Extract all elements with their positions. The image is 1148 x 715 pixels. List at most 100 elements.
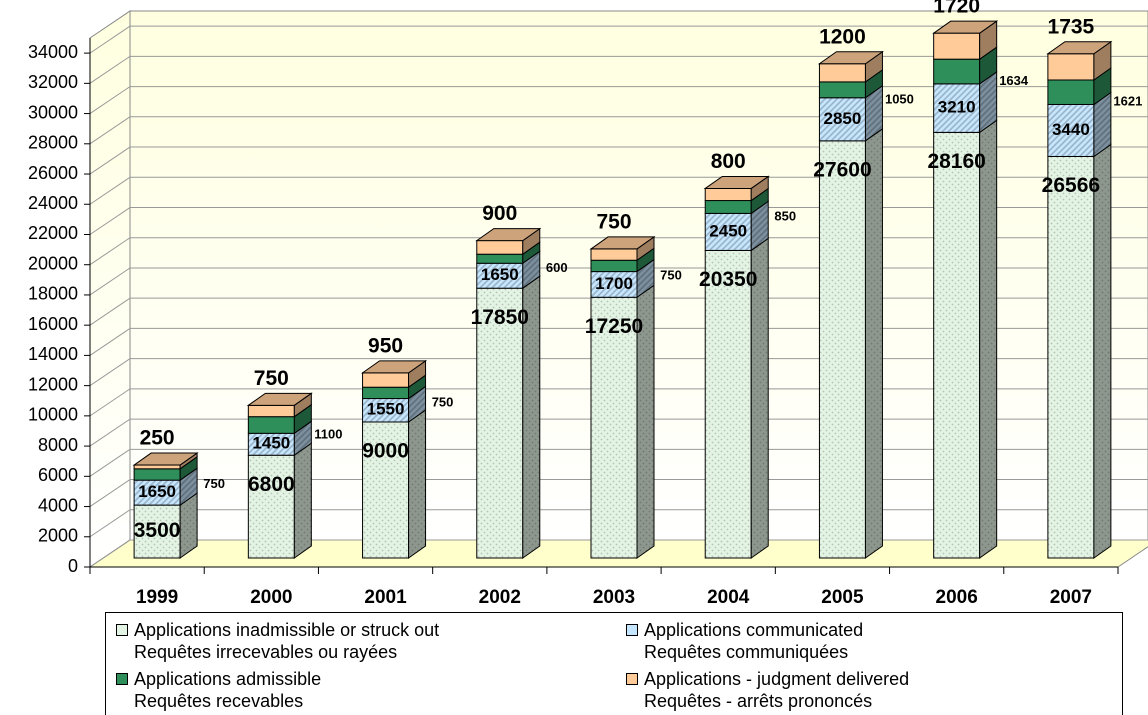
bar-front [933, 83, 981, 133]
x-tick-label: 2005 [821, 587, 864, 608]
grid-line [89, 388, 1148, 417]
bar-front [1047, 155, 1095, 559]
value-label: 1634 [999, 73, 1029, 88]
grid-line [89, 448, 1148, 477]
grid-line [89, 86, 1148, 114]
value-label: 1735 [1048, 15, 1095, 38]
y-tick-label: 30000 [28, 102, 78, 122]
grid-line [89, 237, 1148, 266]
y-tick-label: 20000 [28, 253, 78, 273]
bar-top [246, 392, 313, 406]
value-label: 900 [482, 202, 517, 225]
bar-front [362, 421, 410, 559]
grid-line [89, 176, 1148, 205]
legend-item: Applications inadmissible or struck out … [114, 619, 439, 663]
x-tick-label: 2001 [364, 587, 407, 608]
value-label: 6800 [248, 473, 295, 496]
value-label: 2450 [709, 221, 747, 240]
y-tick-label: 10000 [28, 405, 78, 425]
legend-swatch [626, 624, 638, 636]
value-label: 1720 [933, 0, 980, 18]
grid-line [89, 267, 1148, 296]
y-tick-label: 24000 [28, 193, 78, 213]
bar-top [817, 51, 885, 65]
bar-front [362, 372, 410, 388]
y-tick-label: 16000 [28, 314, 78, 334]
bar-front [590, 248, 638, 261]
bar-front [704, 187, 752, 202]
value-label: 9000 [362, 440, 409, 463]
grid-line [89, 358, 1148, 387]
bar-front [704, 212, 752, 251]
grid-line [89, 206, 1148, 235]
y-tick-label: 18000 [28, 284, 78, 304]
y-tick-label: 12000 [28, 374, 78, 394]
bar-front [933, 32, 981, 60]
legend-item: Applications - judgment delivered Requêt… [624, 668, 909, 712]
bar-side [408, 409, 427, 559]
value-label: 1200 [819, 25, 866, 48]
value-label: 250 [140, 427, 175, 450]
y-tick-label: 4000 [38, 495, 78, 515]
chart: 0 2000 4000 6000 8000 10000 12000 14000 16000 180… [28, 0, 1148, 608]
x-tick-label: 2002 [479, 587, 521, 608]
legend-swatch [116, 624, 128, 636]
value-label: 2850 [824, 109, 862, 128]
bar-top [703, 175, 770, 189]
grid-line [89, 539, 1148, 568]
y-tick-label: 22000 [28, 223, 78, 243]
value-label: 1050 [885, 91, 914, 106]
bar-front [247, 404, 295, 418]
x-tick-label: 2003 [593, 587, 635, 608]
bar-front [818, 140, 866, 559]
legend-swatch [626, 673, 638, 685]
value-label: 750 [596, 210, 631, 233]
bar-side [1093, 143, 1112, 559]
bar-front [476, 240, 524, 255]
x-tick-label: 1999 [136, 587, 178, 608]
bar-front [133, 464, 181, 470]
x-tick-label: 2004 [707, 587, 750, 608]
y-tick-label: 26000 [28, 163, 78, 183]
value-label: 1450 [252, 434, 290, 453]
value-label: 20350 [699, 268, 757, 291]
bar-top [132, 452, 199, 466]
bar-front [590, 296, 638, 559]
legend-swatch [116, 673, 128, 685]
bar-front [704, 249, 752, 559]
legend-label: Applications inadmissible or struck out … [134, 620, 440, 662]
bar-top [589, 236, 656, 250]
value-label: 750 [660, 267, 682, 282]
value-label: 3210 [938, 98, 976, 117]
value-label: 1650 [481, 265, 519, 284]
bar-side [293, 442, 312, 559]
bar-side [979, 119, 998, 559]
bar-front [362, 386, 410, 400]
value-label: 750 [432, 394, 454, 409]
bar-front [933, 131, 981, 559]
value-label: 28160 [927, 150, 985, 173]
value-label: 750 [254, 367, 289, 390]
value-label: 26566 [1042, 174, 1100, 197]
bar-top [1046, 41, 1113, 55]
bar-front [1047, 79, 1095, 105]
y-tick-label: 32000 [28, 72, 78, 92]
value-label: 17850 [471, 306, 529, 329]
value-label: 3500 [134, 519, 181, 542]
bar-front [933, 58, 981, 85]
y-tick-label: 2000 [38, 526, 78, 546]
value-label: 1621 [1113, 94, 1142, 109]
bar-front [1047, 103, 1095, 157]
legend: Applications inadmissible or struck out … [105, 612, 1123, 715]
bar-front [133, 479, 181, 506]
value-label: 1550 [367, 400, 405, 419]
legend-item: Applications communicated Requêtes commu… [624, 619, 863, 663]
grid-line [89, 479, 1148, 507]
legend-item: Applications admissible Requêtes recevab… [114, 668, 321, 712]
bar-front [590, 259, 638, 273]
grid-line [89, 55, 1148, 84]
value-label: 750 [203, 476, 225, 491]
value-label: 1700 [595, 274, 633, 293]
bar-front [1047, 53, 1095, 81]
